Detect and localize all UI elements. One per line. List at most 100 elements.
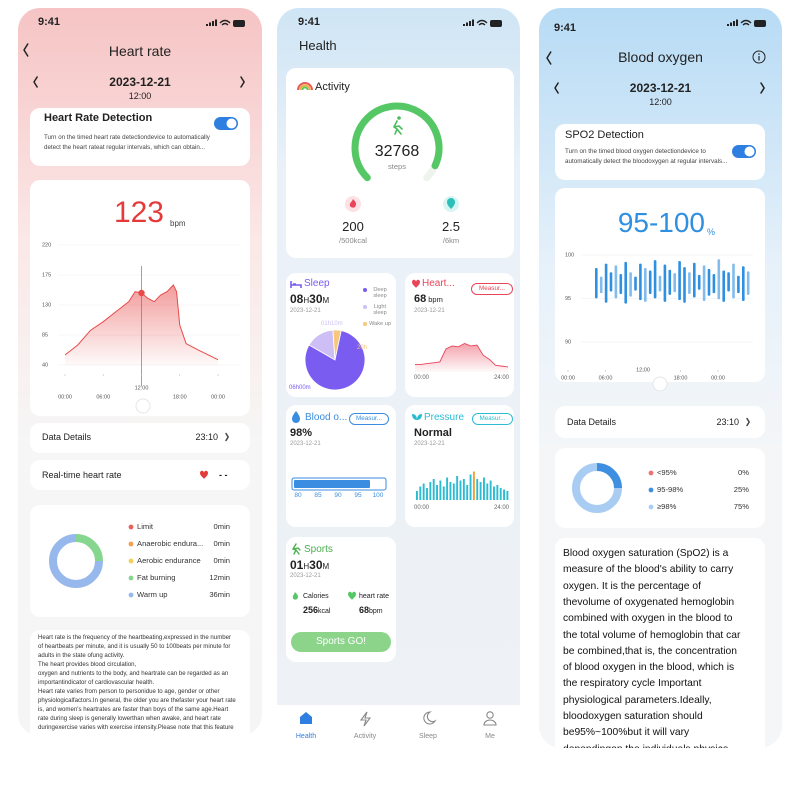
pressure-bar <box>483 477 485 500</box>
nav-icon[interactable] <box>359 711 372 727</box>
realtime-label: Real-time heart rate <box>42 470 122 480</box>
signal-bar <box>215 19 217 26</box>
x-tick-label: 00:00 <box>711 375 725 381</box>
battery <box>754 20 766 27</box>
pressure-bar <box>436 485 438 500</box>
nav-label: Health <box>295 733 317 740</box>
description-line: be combined,that is, the concentration <box>563 645 738 657</box>
prev-date[interactable] <box>554 82 559 94</box>
pressure-bar <box>439 480 442 500</box>
sleep-icon <box>290 281 302 288</box>
sleep-duration-part: H <box>303 296 310 305</box>
graphics: 220 175 130 85 40 00:00 06:00 12:00 18:00 00:00 <box>23 19 245 598</box>
pie-label: 06h00m <box>289 385 311 391</box>
spo2-bar <box>614 265 618 299</box>
graphics: 100 95 90 00:00 06:00 12:00 18:00 00:00 <box>546 19 766 513</box>
blood-value: 98% <box>290 427 313 439</box>
measure-button[interactable] <box>472 413 513 425</box>
pressure-bar <box>469 474 472 500</box>
data-details-arrow[interactable] <box>225 432 229 442</box>
legend-value: 12min <box>209 573 230 583</box>
description-line: combined with oxygen in the blood to <box>563 613 733 625</box>
detection-text: Turn on the timed heart rate detectionde… <box>44 134 210 141</box>
sleep-title: Sleep <box>304 278 330 289</box>
signal-bar <box>472 19 474 26</box>
legend-dot <box>128 524 134 530</box>
scale-label: 100 <box>372 492 384 499</box>
sports-icon <box>291 543 301 555</box>
sleep-duration-part: 30 <box>309 292 323 306</box>
legend-value: 0min <box>213 539 230 549</box>
legend-dot <box>128 575 134 581</box>
spo2-bar <box>604 263 608 303</box>
pressure-card <box>405 405 514 527</box>
detection-text: detect the heart rateat regular interval… <box>44 144 205 151</box>
next-date[interactable] <box>240 76 245 88</box>
description-line: is, and women's heartrates are faster th… <box>38 706 229 713</box>
legend-dot <box>648 504 654 510</box>
nav-icon[interactable] <box>300 712 312 724</box>
activity-title: Activity <box>315 81 350 93</box>
heart-value-part: bpm <box>428 295 443 304</box>
next-date[interactable] <box>760 82 765 94</box>
pressure-bar <box>446 477 449 500</box>
graphics <box>290 19 509 727</box>
data-details-arrow[interactable] <box>746 417 750 427</box>
sports-duration: 01 H 30 M <box>290 559 329 571</box>
measure-button-label: Measur... <box>479 285 505 292</box>
battery <box>233 20 245 27</box>
description-line: measure of the blood's ability to carry <box>563 564 734 576</box>
prev-date[interactable] <box>33 76 38 88</box>
sports-button[interactable] <box>291 632 391 652</box>
detection-text: Turn on the timed blood oxygen detection… <box>565 148 706 155</box>
legend-dot <box>128 541 134 547</box>
data-details-time: 23:10 <box>195 432 218 442</box>
y-tick-label: 40 <box>42 362 48 368</box>
sports-button-label: Sports GO! <box>315 636 366 647</box>
sports-duration-part: M <box>322 562 330 571</box>
texts: 9:41 Health Activity 32768 steps 200/500kcal 2… <box>277 8 520 748</box>
donut-gap <box>580 471 614 505</box>
legend-dot <box>128 592 134 598</box>
description-line: bloodoxygen saturation should <box>563 711 703 722</box>
donut-segment <box>572 463 622 513</box>
y-tick-label: 85 <box>42 332 48 338</box>
y-tick-label: 95 <box>565 296 571 302</box>
activity-icon <box>301 86 309 91</box>
description-line: Heart rate is the frequency of the heart… <box>38 634 232 641</box>
sports-heart-part: 68 <box>359 605 370 615</box>
legend-value: 75% <box>733 502 749 512</box>
pressure-bar <box>422 483 425 500</box>
info-button[interactable] <box>752 50 766 64</box>
calories-label: Calories <box>303 593 329 600</box>
data-details-time: 23:10 <box>716 417 739 427</box>
description-line: physiological parameters.Ideally, <box>563 694 712 706</box>
spo2-unit: % <box>707 227 716 237</box>
nav-icon[interactable] <box>486 711 494 719</box>
wifi-icon <box>740 19 752 26</box>
spo2-bar <box>717 259 721 300</box>
spo2-bar <box>648 270 652 295</box>
signal-bar <box>736 19 738 26</box>
description-line: Heart rate varies from person to personi… <box>38 688 220 695</box>
scroll-handle <box>135 398 151 414</box>
health-screen: 9:41 Health Activity 32768 steps 200/500kcal 2… <box>277 8 520 748</box>
nav-icon[interactable] <box>423 711 437 725</box>
data-details-card[interactable] <box>555 406 765 438</box>
back-button[interactable] <box>546 51 552 65</box>
pressure-bar <box>496 485 499 500</box>
x-tick-label: 00:00 <box>58 394 72 400</box>
measure-button[interactable] <box>349 413 389 425</box>
x-tick-label: 12:00 <box>636 367 650 373</box>
nav-icon[interactable] <box>483 719 497 726</box>
spo2-bar <box>668 269 672 295</box>
spo2-bar <box>599 276 603 294</box>
distance-icon <box>447 198 455 209</box>
detection-text: automatically detect the bloodoxygen at … <box>565 158 728 165</box>
heart-title: Heart... <box>422 278 455 289</box>
date: 2023-12-21 <box>629 81 692 95</box>
data-details-card[interactable] <box>30 423 250 453</box>
measure-button[interactable] <box>471 283 513 295</box>
back-button[interactable] <box>23 43 29 57</box>
realtime-card <box>30 460 250 490</box>
